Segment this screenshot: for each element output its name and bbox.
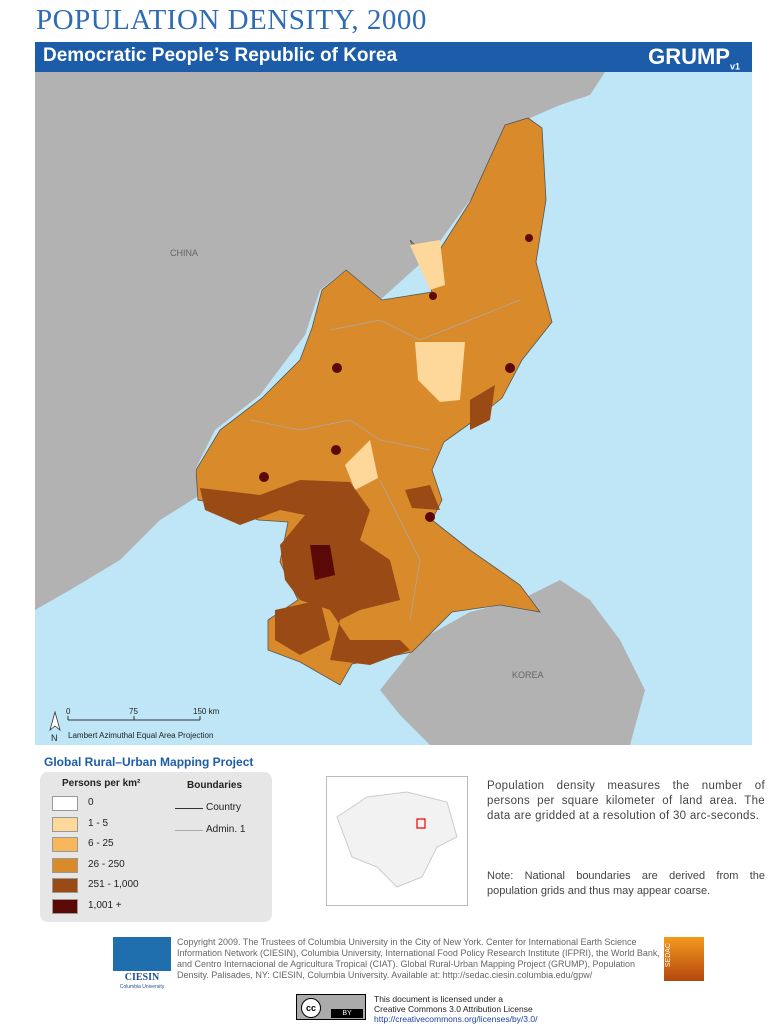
legend-label: 0 [88,797,94,808]
map-label: KOREA [512,670,544,680]
legend: Persons per km² Boundaries 0 1 - 5 6 - 25 2… [40,772,272,922]
urban-area [310,545,335,580]
description: Population density measures the number o… [487,780,765,822]
locator-land [336,791,458,888]
by-icon: BY [331,1009,363,1018]
low-density-area [415,342,465,402]
logo-version: v1 [729,61,740,72]
scale-label: 75 [129,707,138,716]
legend-label: Admin. 1 [206,824,246,835]
legend-swatch [52,898,78,914]
urban-area [332,363,342,373]
scale-label: 150 km [193,707,220,716]
legend-title: Boundaries [187,780,243,791]
north-arrow [49,710,61,732]
ciesin-text: CIESIN [124,972,160,983]
license-line: This document is licensed under a [374,994,503,1004]
legend-line [175,830,203,831]
legend-label: 26 - 250 [88,858,125,870]
logo-text: GRUMP [648,44,730,69]
legend-label: 251 - 1,000 [88,879,139,890]
cc-badge: cc BY [296,994,366,1020]
legend-swatch [52,837,78,852]
locator-svg [336,791,458,888]
logo: GRUMPv1 [648,44,740,71]
legend-line [175,808,203,809]
urban-area [525,234,533,242]
title: POPULATION DENSITY, 2000 [36,4,427,36]
legend-label: Country [206,802,242,813]
map-label: CHINA [170,248,198,258]
locator-box [416,818,426,829]
high-density-area [275,600,330,655]
urban-area [429,292,437,300]
admin-boundary [329,299,521,341]
cc-icon: cc [301,998,321,1018]
legend-title: Persons per km² [62,778,141,789]
sedac-logo: SEDAC [664,937,704,981]
admin-boundary [379,479,421,621]
note: Note: National boundaries are derived fr… [487,870,765,897]
license: This document is licensed under a Creati… [374,994,537,1024]
urban-area [425,512,435,522]
projection: Lambert Azimuthal Equal Area Projection [68,731,213,740]
urban-area [331,445,341,455]
north-label: N [51,733,58,743]
license-url: http://creativecommons.org/licenses/by/3… [374,1014,538,1024]
banner: Democratic People’s Republic of Korea GR… [35,42,752,72]
high-density-area [200,480,410,665]
legend-swatch [52,878,78,893]
ciesin-logo [113,937,171,971]
low-density-area [410,240,445,290]
ciesin-sub: Columbia University [119,984,165,990]
high-density-area [405,485,440,510]
project-title: Global Rural–Urban Mapping Project [44,755,254,769]
legend-swatch [52,816,78,832]
land-china [35,72,605,610]
legend-swatch [52,857,78,873]
locator-map [326,776,468,906]
land-korea [380,580,645,745]
high-density-area [470,385,495,430]
legend-label: 6 - 25 [88,838,114,849]
scale-label: 0 [66,707,71,716]
country-name: Democratic People’s Republic of Korea [43,45,398,66]
license-line: Creative Commons 3.0 Attribution License [374,1004,533,1014]
urban-area [505,363,515,373]
sedac-text: SEDAC [665,943,672,968]
legend-label: 1 - 5 [88,817,109,829]
legend-label: 1,001 + [88,899,122,911]
admin-boundary [249,419,431,451]
map: CHINA KOREA N 0 75 150 km Lambert Azimut… [35,72,752,745]
legend-swatch [52,796,78,811]
copyright: Copyright 2009. The Trustees of Columbia… [177,937,660,980]
urban-area [259,472,269,482]
low-density-area [345,440,378,490]
